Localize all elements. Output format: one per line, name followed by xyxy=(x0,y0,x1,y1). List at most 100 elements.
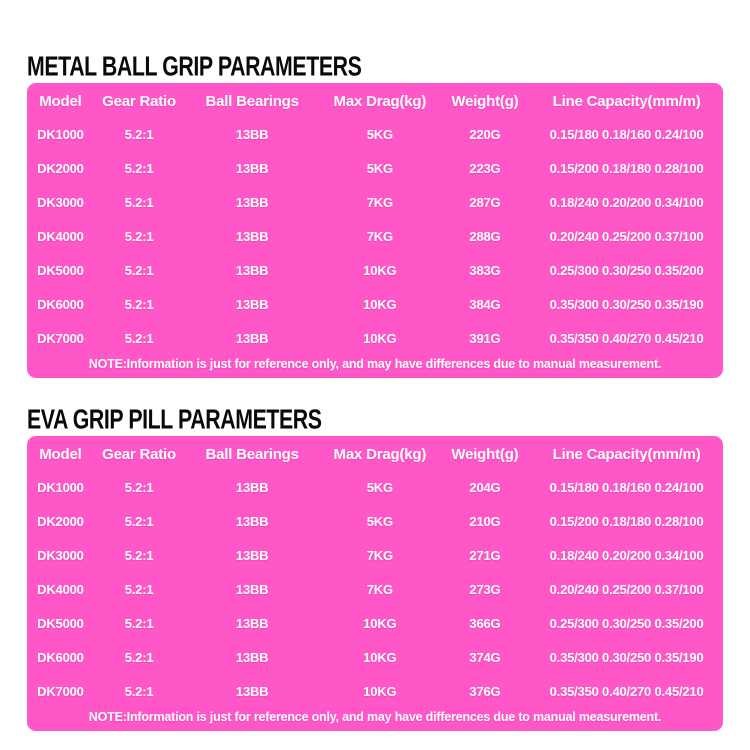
column-header: Ball Bearings xyxy=(205,93,299,110)
table-cell: 13BB xyxy=(235,330,269,346)
column-header: Line Capacity(mm/m) xyxy=(552,93,701,110)
table-cell: 5.2:1 xyxy=(124,547,154,563)
table-cell: 13BB xyxy=(235,160,269,176)
table-cell: DK6000 xyxy=(37,649,84,665)
table-cell: 10KG xyxy=(363,262,397,278)
table-cell: 376G xyxy=(469,683,501,699)
column-header: Model xyxy=(39,93,82,110)
table-cell: 13BB xyxy=(235,194,269,210)
column-header: Ball Bearings xyxy=(205,446,299,463)
eva-grip-pill-section: EVA GRIP PILL PARAMETERS Model Gear Ratio… xyxy=(27,403,723,731)
table-row: DK5000 5.2:1 13BB 10KG 383G 0.25/300 0.30/250… xyxy=(27,253,723,287)
table-cell: 5KG xyxy=(366,513,393,529)
table-cell: 391G xyxy=(469,330,501,346)
table-cell: 366G xyxy=(469,615,501,631)
table-cell: 5.2:1 xyxy=(124,262,154,278)
table-cell: 5.2:1 xyxy=(124,330,154,346)
table-cell: 13BB xyxy=(235,683,269,699)
table-cell: 384G xyxy=(469,296,501,312)
table-cell: 0.25/300 0.30/250 0.35/200 xyxy=(549,262,704,278)
table-cell: 0.35/350 0.40/270 0.45/210 xyxy=(549,330,704,346)
table-cell: DK3000 xyxy=(37,194,84,210)
table-cell: 5.2:1 xyxy=(124,160,154,176)
table-cell: 288G xyxy=(469,228,501,244)
table-cell: 13BB xyxy=(235,513,269,529)
table-cell: DK7000 xyxy=(37,683,84,699)
table-cell: 5.2:1 xyxy=(124,581,154,597)
column-header: Model xyxy=(39,446,82,463)
table-cell: 0.25/300 0.30/250 0.35/200 xyxy=(549,615,704,631)
table-body: DK1000 5.2:1 13BB 5KG 204G 0.15/180 0.18/160 … xyxy=(27,470,723,708)
table-cell: DK1000 xyxy=(37,479,84,495)
section-title-eva-grip-pill: EVA GRIP PILL PARAMETERS xyxy=(27,403,322,435)
column-header: Weight(g) xyxy=(451,93,519,110)
table-row: DK1000 5.2:1 13BB 5KG 220G 0.15/180 0.18/160 … xyxy=(27,117,723,151)
table-cell: 10KG xyxy=(363,296,397,312)
table-cell: DK1000 xyxy=(37,126,84,142)
table-cell: DK5000 xyxy=(37,615,84,631)
table-cell: 13BB xyxy=(235,615,269,631)
table-row: DK2000 5.2:1 13BB 5KG 223G 0.15/200 0.18/180 … xyxy=(27,151,723,185)
table-header-row: Model Gear Ratio Ball Bearings Max Drag(kg)… xyxy=(27,86,723,117)
table-cell: 383G xyxy=(469,262,501,278)
table-row: DK4000 5.2:1 13BB 7KG 273G 0.20/240 0.25/200 … xyxy=(27,572,723,606)
section-title-metal-ball-grip: METAL BALL GRIP PARAMETERS xyxy=(27,50,362,82)
table-cell: 5.2:1 xyxy=(124,683,154,699)
table-row: DK5000 5.2:1 13BB 10KG 366G 0.25/300 0.30/250… xyxy=(27,606,723,640)
table-cell: 5KG xyxy=(366,160,393,176)
table-cell: 13BB xyxy=(235,126,269,142)
table-cell: 7KG xyxy=(366,228,393,244)
column-header: Weight(g) xyxy=(451,446,519,463)
table-cell: 10KG xyxy=(363,615,397,631)
table-cell: 5.2:1 xyxy=(124,615,154,631)
column-header: Gear Ratio xyxy=(102,446,176,463)
table-cell: 223G xyxy=(469,160,501,176)
table-cell: DK3000 xyxy=(37,547,84,563)
metal-ball-grip-table: Model Gear Ratio Ball Bearings Max Drag(kg)… xyxy=(27,83,723,378)
table-cell: 0.18/240 0.20/200 0.34/100 xyxy=(549,194,704,210)
table-cell: 287G xyxy=(469,194,501,210)
table-cell: 0.35/300 0.30/250 0.35/190 xyxy=(549,649,704,665)
table-cell: DK2000 xyxy=(37,160,84,176)
table-row: DK4000 5.2:1 13BB 7KG 288G 0.20/240 0.25/200 … xyxy=(27,219,723,253)
table-cell: 10KG xyxy=(363,330,397,346)
table-cell: DK5000 xyxy=(37,262,84,278)
table-cell: 0.35/350 0.40/270 0.45/210 xyxy=(549,683,704,699)
table-cell: 7KG xyxy=(366,581,393,597)
table-cell: 13BB xyxy=(235,296,269,312)
table-cell: 5.2:1 xyxy=(124,513,154,529)
table-cell: 0.15/180 0.18/160 0.24/100 xyxy=(549,479,704,495)
table-cell: 13BB xyxy=(235,228,269,244)
table-row: DK6000 5.2:1 13BB 10KG 374G 0.35/300 0.30/250… xyxy=(27,640,723,674)
table-cell: 0.15/200 0.18/180 0.28/100 xyxy=(549,160,704,176)
table-cell: 13BB xyxy=(235,581,269,597)
table-cell: 7KG xyxy=(366,547,393,563)
table-row: DK7000 5.2:1 13BB 10KG 391G 0.35/350 0.40/270… xyxy=(27,321,723,355)
table-row: DK3000 5.2:1 13BB 7KG 271G 0.18/240 0.20/200 … xyxy=(27,538,723,572)
eva-grip-pill-table: Model Gear Ratio Ball Bearings Max Drag(kg)… xyxy=(27,436,723,731)
column-header: Gear Ratio xyxy=(102,93,176,110)
table-cell: 220G xyxy=(469,126,501,142)
table-cell: 5KG xyxy=(366,126,393,142)
table-cell: DK2000 xyxy=(37,513,84,529)
table-cell: 204G xyxy=(469,479,501,495)
table-cell: 13BB xyxy=(235,547,269,563)
table-cell: 5.2:1 xyxy=(124,296,154,312)
table-cell: 10KG xyxy=(363,649,397,665)
table-header-row: Model Gear Ratio Ball Bearings Max Drag(kg)… xyxy=(27,439,723,470)
table-cell: 5.2:1 xyxy=(124,126,154,142)
table-cell: 13BB xyxy=(235,649,269,665)
table-note: NOTE:Information is just for reference o… xyxy=(88,357,662,371)
metal-ball-grip-section: METAL BALL GRIP PARAMETERS Model Gear Rat… xyxy=(27,50,723,378)
table-cell: DK6000 xyxy=(37,296,84,312)
table-note: NOTE:Information is just for reference o… xyxy=(88,710,662,724)
table-cell: 13BB xyxy=(235,479,269,495)
table-cell: 5.2:1 xyxy=(124,194,154,210)
table-cell: 0.20/240 0.25/200 0.37/100 xyxy=(549,228,704,244)
table-cell: 271G xyxy=(469,547,501,563)
table-cell: DK4000 xyxy=(37,228,84,244)
table-cell: DK7000 xyxy=(37,330,84,346)
column-header: Max Drag(kg) xyxy=(333,446,427,463)
table-cell: 5.2:1 xyxy=(124,479,154,495)
